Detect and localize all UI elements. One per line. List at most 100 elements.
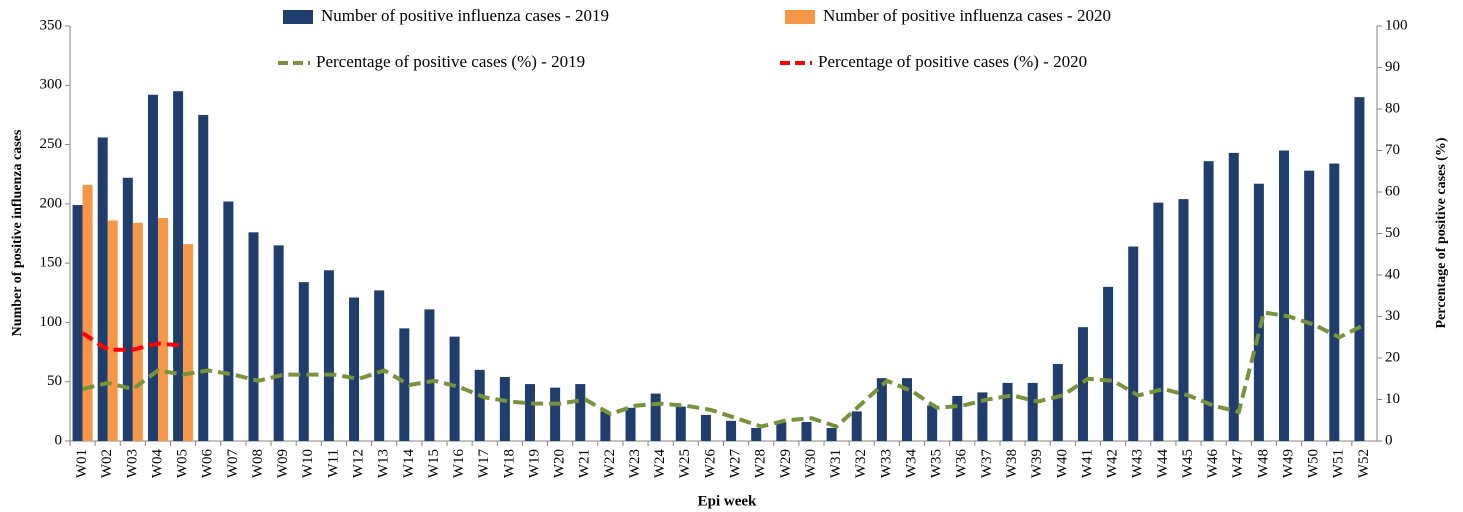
x-tick-label: W33 xyxy=(878,449,894,478)
y2-tick-label: 0 xyxy=(1385,432,1393,448)
x-tick-label: W20 xyxy=(552,449,568,478)
y2-tick-label: 70 xyxy=(1385,142,1400,158)
x-tick-label: W32 xyxy=(853,449,869,478)
x-tick-label: W16 xyxy=(451,449,467,479)
bar xyxy=(173,91,184,441)
bar xyxy=(1178,199,1189,441)
legend-label: Number of positive influenza cases - 201… xyxy=(321,6,609,25)
x-tick-label: W30 xyxy=(803,449,819,478)
bar xyxy=(273,245,284,441)
bar xyxy=(132,222,143,441)
y-tick-label: 250 xyxy=(40,136,63,152)
y2-tick-label: 50 xyxy=(1385,225,1400,241)
y-tick-label: 50 xyxy=(47,373,62,389)
bar xyxy=(876,378,887,441)
bar xyxy=(147,94,158,442)
bar xyxy=(902,378,913,441)
x-tick-label: W17 xyxy=(476,449,492,479)
x-tick-label: W08 xyxy=(250,449,266,478)
bar xyxy=(198,114,209,441)
x-tick-label: W36 xyxy=(954,449,970,479)
bar xyxy=(1354,97,1365,442)
x-tick-label: W12 xyxy=(350,449,366,478)
bar xyxy=(374,290,385,441)
y2-tick-label: 30 xyxy=(1385,308,1400,324)
x-tick-label: W51 xyxy=(1331,449,1347,478)
x-tick-label: W23 xyxy=(627,449,643,478)
x-tick-label: W48 xyxy=(1255,449,1271,478)
bar xyxy=(424,309,435,441)
x-tick-label: W44 xyxy=(1155,449,1171,479)
bar xyxy=(499,376,510,441)
bar xyxy=(1052,363,1063,441)
bar xyxy=(298,282,309,441)
bar xyxy=(575,384,586,441)
bar xyxy=(977,392,988,441)
x-tick-label: W24 xyxy=(652,449,668,479)
x-tick-label: W25 xyxy=(677,449,693,478)
y-tick-label: 100 xyxy=(40,314,63,330)
bar xyxy=(801,422,812,441)
bar xyxy=(1279,150,1290,441)
x-tick-label: W18 xyxy=(501,449,517,478)
legend-label: Percentage of positive cases (%) - 2019 xyxy=(316,52,585,71)
bar xyxy=(157,218,168,441)
bar xyxy=(449,336,460,441)
bar xyxy=(776,422,787,441)
bar xyxy=(726,420,737,441)
legend-label: Percentage of positive cases (%) - 2020 xyxy=(818,52,1087,71)
x-tick-label: W34 xyxy=(903,449,919,479)
legend-swatch xyxy=(785,10,815,24)
legend-label: Number of positive influenza cases - 202… xyxy=(823,6,1111,25)
bar xyxy=(122,177,133,441)
x-tick-label: W09 xyxy=(275,449,291,478)
x-tick-label: W47 xyxy=(1230,449,1246,479)
bar xyxy=(97,137,108,441)
y2-tick-label: 40 xyxy=(1385,266,1400,282)
x-tick-label: W26 xyxy=(702,449,718,479)
bar xyxy=(952,395,963,441)
x-tick-label: W11 xyxy=(325,449,341,478)
x-tick-label: W27 xyxy=(728,449,744,479)
x-tick-label: W42 xyxy=(1105,449,1121,478)
bar xyxy=(600,411,611,441)
bar xyxy=(399,328,410,441)
bar xyxy=(1228,152,1239,441)
bar xyxy=(82,184,93,441)
y2-tick-label: 20 xyxy=(1385,349,1400,365)
y-tick-label: 300 xyxy=(40,77,63,93)
x-tick-label: W10 xyxy=(300,449,316,478)
bar xyxy=(72,205,83,441)
bar xyxy=(524,384,535,441)
x-tick-label: W37 xyxy=(979,449,995,479)
bar xyxy=(550,387,561,441)
y-tick-label: 150 xyxy=(40,255,63,271)
x-tick-label: W50 xyxy=(1306,449,1322,478)
bar xyxy=(1329,163,1340,442)
x-tick-label: W35 xyxy=(929,449,945,478)
x-tick-label: W31 xyxy=(828,449,844,478)
x-tick-label: W39 xyxy=(1029,449,1045,478)
bar xyxy=(248,232,259,441)
x-tick-label: W06 xyxy=(200,449,216,479)
x-tick-label: W22 xyxy=(602,449,618,478)
x-tick-label: W43 xyxy=(1130,449,1146,478)
bar xyxy=(323,270,334,441)
bar xyxy=(1153,202,1164,441)
y2-tick-label: 100 xyxy=(1385,17,1408,33)
y-tick-label: 0 xyxy=(55,432,63,448)
x-tick-label: W05 xyxy=(175,449,191,478)
bar xyxy=(1253,183,1264,441)
x-tick-label: W45 xyxy=(1180,449,1196,478)
x-tick-label: W38 xyxy=(1004,449,1020,478)
bar xyxy=(1002,382,1013,441)
bar xyxy=(1128,246,1139,441)
x-tick-label: W04 xyxy=(149,449,165,479)
bar xyxy=(751,427,762,441)
x-tick-label: W29 xyxy=(778,449,794,478)
x-tick-label: W13 xyxy=(376,449,392,478)
y-tick-label: 350 xyxy=(40,17,63,33)
bar xyxy=(1027,382,1038,441)
bar xyxy=(700,414,711,441)
